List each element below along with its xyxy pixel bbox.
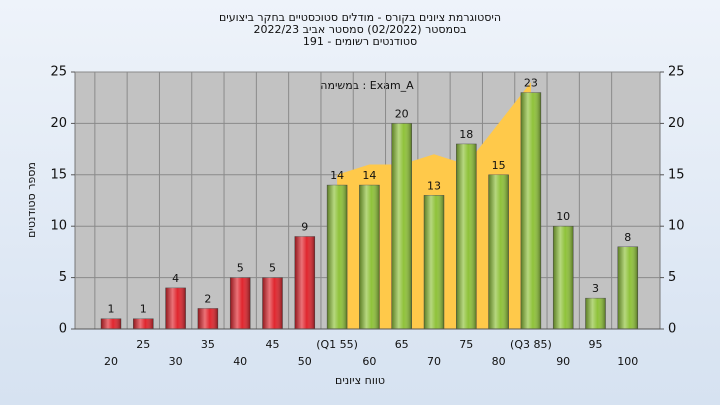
bar: [262, 277, 283, 330]
y2-tick-label: 0: [668, 322, 676, 337]
bar: [552, 225, 574, 330]
chart-subtitle: סטודנטים רשומים - 191: [303, 35, 417, 48]
bar: [294, 236, 316, 330]
bar: [326, 184, 348, 330]
value-label: 18: [459, 128, 473, 141]
value-label: 5: [269, 262, 276, 275]
y-tick-label: 15: [50, 167, 67, 182]
y2-tick-label: 10: [668, 219, 685, 234]
bar: [585, 297, 606, 330]
x-tick-label: 40: [233, 355, 247, 368]
y-tick-label: 0: [59, 322, 67, 337]
x-tick-label: 95: [589, 338, 603, 351]
x-axis-label: טווח ציונים: [335, 374, 385, 387]
value-label: 14: [362, 169, 376, 182]
value-label: 2: [204, 292, 211, 305]
bar: [359, 184, 380, 330]
x-tick-label: (Q1 55): [316, 338, 358, 351]
value-label: 15: [492, 159, 506, 172]
value-label: 4: [172, 272, 179, 285]
bar: [197, 308, 219, 330]
bar: [133, 318, 154, 330]
x-tick-label: 65: [395, 338, 409, 351]
value-label: 5: [237, 262, 244, 275]
chart-subtitle: בסמסטר (02/2022) סמסטר אביב 2022/23: [253, 23, 466, 36]
bar: [229, 277, 251, 330]
y-tick-label: 20: [50, 116, 67, 131]
x-tick-label: 50: [298, 355, 312, 368]
y-tick-label: 5: [59, 270, 67, 285]
x-tick-label: 45: [266, 338, 280, 351]
y2-tick-label: 25: [668, 65, 685, 80]
bar: [423, 195, 445, 330]
value-label: 20: [395, 107, 409, 120]
y-tick-label: 10: [50, 219, 67, 234]
chart-title: היסטוגרמת ציונים בקורס - מודלים סטוכסטיי…: [219, 11, 501, 24]
value-label: 1: [140, 303, 147, 316]
y-axis-label: מספר סטודנטים: [25, 162, 38, 238]
y2-tick-label: 5: [668, 270, 676, 285]
bar: [520, 92, 542, 330]
y2-tick-label: 20: [668, 116, 685, 131]
bar: [100, 318, 122, 330]
value-label: 3: [592, 282, 599, 295]
x-tick-label: 75: [459, 338, 473, 351]
x-tick-label: 90: [556, 355, 570, 368]
y-tick-label: 25: [50, 65, 67, 80]
value-label: 14: [330, 169, 344, 182]
bar: [488, 174, 509, 330]
x-tick-label: 30: [169, 355, 183, 368]
bar: [391, 123, 412, 330]
x-tick-label: 70: [427, 355, 441, 368]
x-tick-label: 80: [492, 355, 506, 368]
x-tick-label: 100: [617, 355, 638, 368]
value-label: 13: [427, 179, 441, 192]
bar: [456, 143, 477, 330]
x-tick-label: 35: [201, 338, 215, 351]
x-tick-label: 60: [362, 355, 376, 368]
value-label: 10: [556, 210, 570, 223]
value-label: 23: [524, 77, 538, 90]
annotation: במשימה : Exam_A: [320, 79, 414, 92]
value-label: 1: [108, 303, 115, 316]
x-tick-label: (Q3 85): [510, 338, 552, 351]
value-label: 8: [624, 231, 631, 244]
x-tick-label: 20: [104, 355, 118, 368]
x-tick-label: 25: [136, 338, 150, 351]
bar: [617, 246, 639, 330]
bar: [165, 287, 186, 330]
y2-tick-label: 15: [668, 167, 685, 182]
value-label: 9: [301, 220, 308, 233]
